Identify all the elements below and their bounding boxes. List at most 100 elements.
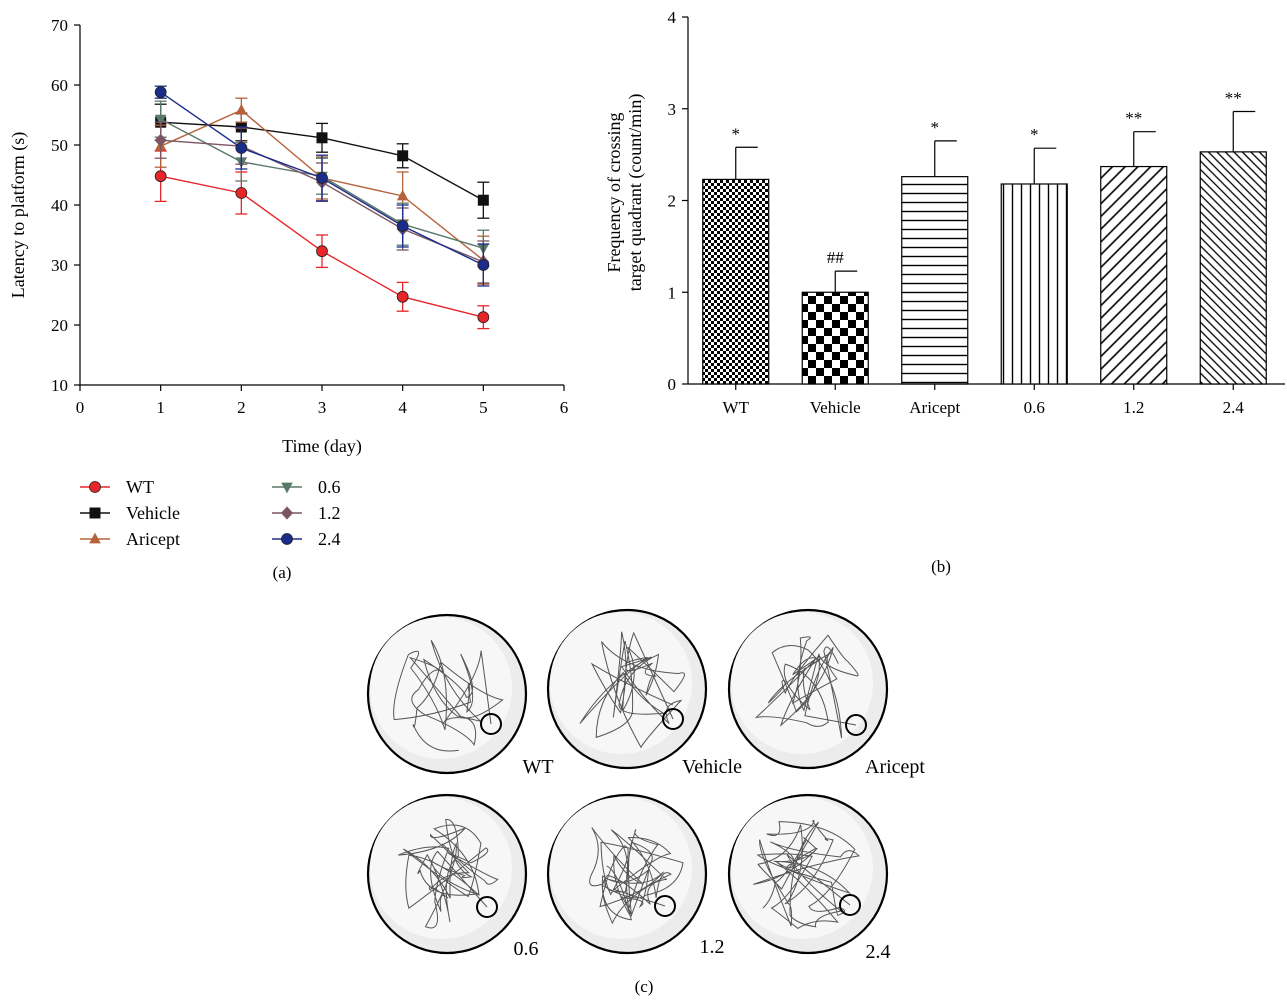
platform-circle bbox=[662, 708, 684, 730]
bar-group-WT: * WT bbox=[702, 124, 770, 417]
x-tick-label: 0 bbox=[76, 398, 85, 417]
bar-group-0.6: * 0.6 bbox=[1000, 125, 1068, 417]
x-tick-label: Aricept bbox=[909, 398, 960, 417]
x-tick-label: 1.2 bbox=[1123, 398, 1144, 417]
pool-surface bbox=[550, 612, 692, 754]
bar bbox=[1199, 151, 1267, 385]
legend-marker bbox=[281, 482, 293, 494]
bar bbox=[1000, 183, 1068, 385]
pool-surface bbox=[731, 797, 873, 939]
legend-label: 2.4 bbox=[318, 529, 341, 549]
bar bbox=[801, 291, 869, 385]
x-tick-label: 1 bbox=[156, 398, 165, 417]
data-point bbox=[235, 187, 248, 199]
data-point bbox=[235, 142, 248, 154]
data-point bbox=[235, 103, 248, 115]
legend-marker bbox=[281, 533, 293, 545]
legend-label: WT bbox=[126, 477, 154, 497]
maze-label: Vehicle bbox=[682, 756, 742, 778]
x-tick-label: 5 bbox=[479, 398, 488, 417]
platform-circle bbox=[476, 896, 498, 918]
series-2.4 bbox=[154, 85, 490, 287]
data-point bbox=[397, 150, 409, 162]
x-tick-label: 0.6 bbox=[1024, 398, 1045, 417]
data-point bbox=[396, 220, 409, 232]
x-tick-label: 4 bbox=[398, 398, 407, 417]
maze-Aricept: Aricept bbox=[727, 608, 925, 778]
bar-group-2.4: ** 2.4 bbox=[1199, 89, 1267, 417]
swim-path bbox=[754, 634, 859, 739]
data-point bbox=[154, 114, 167, 126]
swim-path bbox=[589, 827, 684, 925]
pool-surface bbox=[550, 797, 692, 939]
y-axis-title-line: target quadrant (count/min) bbox=[625, 94, 646, 292]
platform-circle bbox=[654, 895, 676, 917]
data-point bbox=[477, 259, 490, 271]
platform-circle bbox=[480, 713, 502, 735]
data-point bbox=[154, 170, 167, 183]
data-point bbox=[154, 86, 167, 99]
y-axis-title: Latency to platform (s) bbox=[8, 132, 29, 298]
y-axis-title-line: Frequency of crossing bbox=[604, 113, 624, 273]
y-tick-label: 10 bbox=[51, 376, 68, 395]
significance-mark: * bbox=[732, 124, 741, 143]
maze-Vehicle: Vehicle bbox=[546, 608, 742, 778]
x-tick-label: 2 bbox=[237, 398, 246, 417]
y-tick-label: 40 bbox=[51, 196, 68, 215]
y-tick-label: 4 bbox=[668, 8, 677, 27]
maze-label: WT bbox=[522, 756, 553, 778]
bar-chart-panel-b: 0 1 2 3 4 Frequency of crossingtarget quadran… bbox=[604, 8, 1285, 417]
significance-mark: * bbox=[931, 118, 940, 137]
maze-label: 0.6 bbox=[514, 938, 539, 960]
data-point bbox=[316, 172, 328, 184]
maze-0.6: 0.6 bbox=[366, 793, 539, 960]
platform-circle bbox=[839, 894, 861, 916]
maze-WT: WT bbox=[366, 613, 554, 778]
data-point bbox=[396, 290, 409, 303]
significance-mark: ** bbox=[1125, 109, 1142, 128]
bar bbox=[702, 178, 770, 385]
y-tick-label: 20 bbox=[51, 316, 68, 335]
legend-label: 0.6 bbox=[318, 477, 341, 497]
panel-c-label: (c) bbox=[635, 977, 654, 996]
line-chart-panel-a: 10 20 30 40 50 60 70 0 1 2 3 4 5 6 Time (day) Latency t… bbox=[8, 16, 568, 457]
swim-path bbox=[579, 631, 685, 749]
bar bbox=[901, 176, 969, 385]
panel-b-label: (b) bbox=[931, 557, 951, 576]
x-tick-label: 2.4 bbox=[1223, 398, 1245, 417]
x-tick-label: 3 bbox=[318, 398, 327, 417]
data-point bbox=[154, 133, 167, 147]
legend-marker bbox=[89, 481, 101, 493]
maze-1.2: 1.2 bbox=[546, 793, 725, 958]
bar-group-Aricept: * Aricept bbox=[901, 118, 969, 417]
y-tick-label: 3 bbox=[668, 100, 677, 119]
data-point bbox=[477, 194, 489, 206]
y-tick-label: 30 bbox=[51, 256, 68, 275]
swim-path bbox=[398, 818, 499, 929]
significance-mark: ** bbox=[1225, 89, 1242, 108]
data-point bbox=[316, 132, 328, 144]
y-tick-label: 2 bbox=[668, 192, 677, 211]
legend-marker bbox=[89, 532, 101, 544]
y-tick-label: 1 bbox=[668, 283, 677, 302]
pool-surface bbox=[731, 612, 873, 754]
legend-marker bbox=[280, 506, 294, 520]
significance-mark: * bbox=[1030, 125, 1039, 144]
platform-circle bbox=[845, 714, 867, 736]
maze-tracks-panel-c: WT Vehicle Aricept 0.6 1.2 2.4 bbox=[366, 608, 925, 963]
legend-panel-a: WT Vehicle Aricept 0.6 1.2 2.4 bbox=[80, 477, 341, 549]
y-tick-label: 50 bbox=[51, 136, 68, 155]
data-point bbox=[396, 189, 409, 201]
data-point bbox=[316, 245, 328, 258]
x-axis-title: Time (day) bbox=[282, 436, 362, 457]
y-tick-label: 70 bbox=[51, 16, 68, 35]
legend-marker bbox=[89, 507, 101, 519]
bar-group-Vehicle: ## Vehicle bbox=[801, 248, 869, 417]
bar-group-1.2: ** 1.2 bbox=[1100, 109, 1168, 417]
maze-2.4: 2.4 bbox=[727, 793, 891, 963]
legend-label: Vehicle bbox=[126, 503, 180, 523]
swim-path bbox=[753, 820, 860, 930]
swim-path bbox=[393, 640, 504, 752]
pool-surface bbox=[370, 797, 512, 939]
